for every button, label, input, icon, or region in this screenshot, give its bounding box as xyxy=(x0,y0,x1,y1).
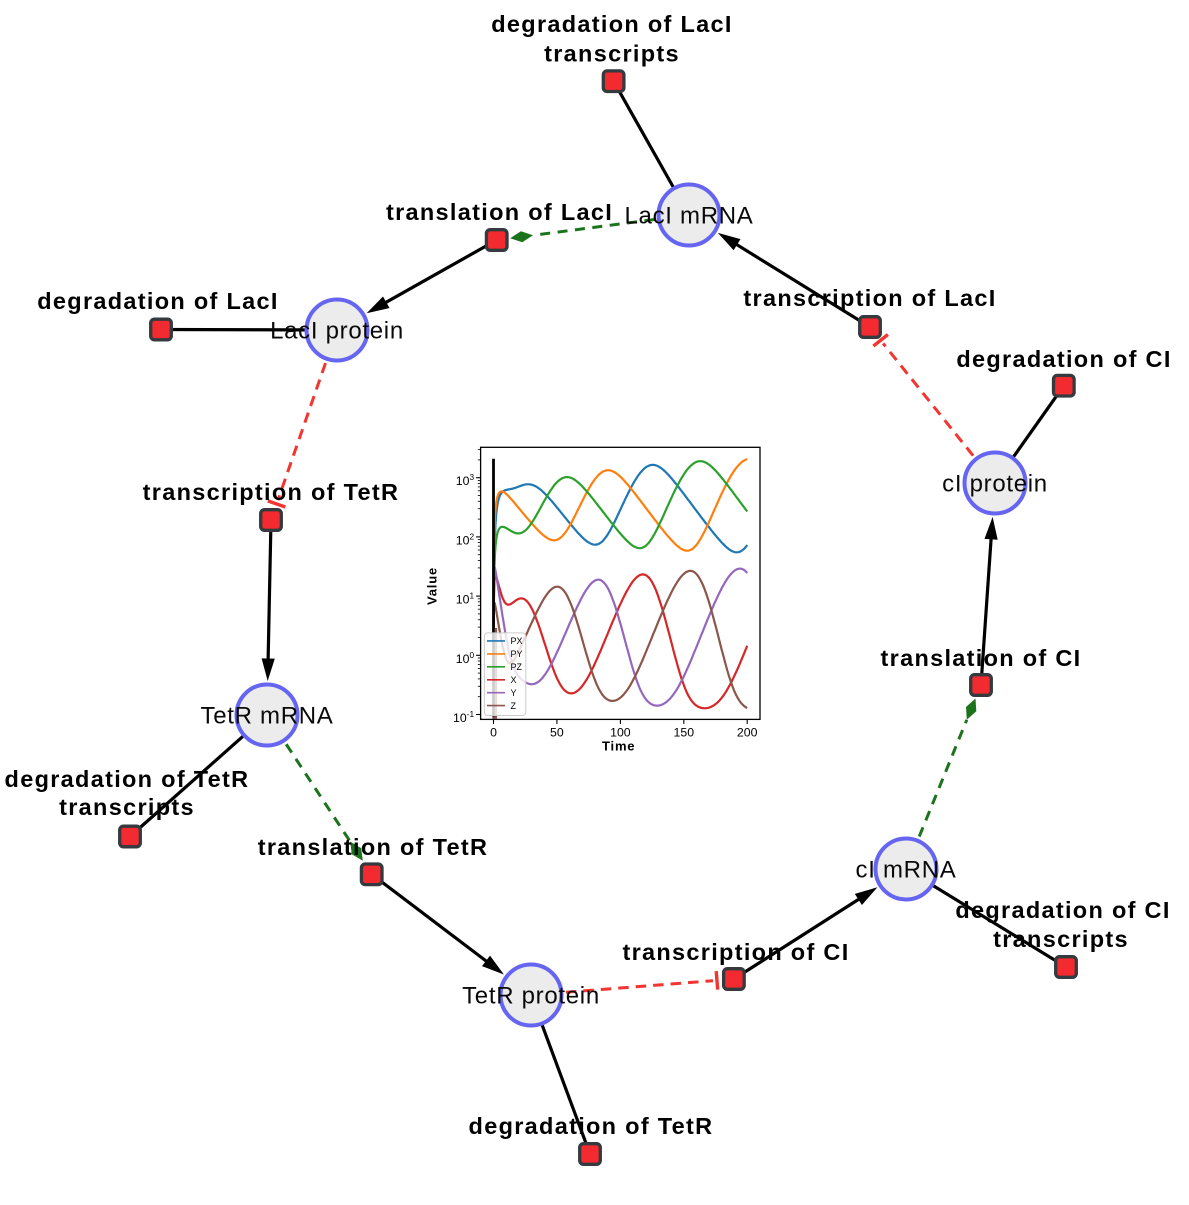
svg-text:50: 50 xyxy=(550,725,564,739)
svg-text:TetR mRNA: TetR mRNA xyxy=(201,703,334,730)
svg-text:transcription of LacI: transcription of LacI xyxy=(743,285,996,311)
svg-text:transcripts: transcripts xyxy=(544,41,680,67)
svg-text:degradation of CI: degradation of CI xyxy=(956,346,1171,372)
svg-text:Z: Z xyxy=(511,701,517,711)
svg-text:Value: Value xyxy=(425,567,440,605)
svg-text:transcripts: transcripts xyxy=(59,794,195,820)
svg-text:cI mRNA: cI mRNA xyxy=(856,857,957,884)
svg-text:degradation of TetR: degradation of TetR xyxy=(469,1113,714,1139)
svg-text:X: X xyxy=(511,675,517,685)
svg-text:PX: PX xyxy=(511,636,523,646)
svg-text:degradation of CI: degradation of CI xyxy=(955,897,1170,923)
svg-text:PZ: PZ xyxy=(511,662,523,672)
svg-text:Time: Time xyxy=(602,738,635,753)
svg-text:TetR protein: TetR protein xyxy=(462,983,600,1010)
svg-text:Y: Y xyxy=(511,688,517,698)
svg-text:translation of CI: translation of CI xyxy=(881,645,1082,671)
svg-text:200: 200 xyxy=(737,725,758,739)
svg-text:cI protein: cI protein xyxy=(942,471,1048,498)
svg-text:LacI mRNA: LacI mRNA xyxy=(625,203,754,230)
svg-text:150: 150 xyxy=(674,725,695,739)
svg-text:PY: PY xyxy=(511,649,523,659)
svg-text:translation of TetR: translation of TetR xyxy=(258,834,489,860)
svg-text:translation of LacI: translation of LacI xyxy=(386,199,613,225)
svg-text:degradation of TetR: degradation of TetR xyxy=(5,766,250,792)
svg-text:degradation of LacI: degradation of LacI xyxy=(37,288,278,314)
svg-text:LacI protein: LacI protein xyxy=(270,318,404,345)
svg-text:0: 0 xyxy=(490,725,497,739)
svg-text:degradation of LacI: degradation of LacI xyxy=(491,11,732,37)
svg-text:100: 100 xyxy=(610,725,631,739)
svg-text:transcription of CI: transcription of CI xyxy=(622,939,849,965)
svg-text:transcripts: transcripts xyxy=(993,926,1129,952)
svg-text:transcription of TetR: transcription of TetR xyxy=(143,479,400,505)
